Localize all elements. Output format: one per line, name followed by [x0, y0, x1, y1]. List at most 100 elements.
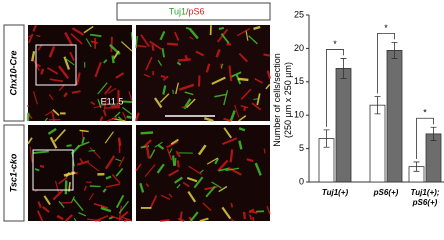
texture [123, 218, 130, 222]
texture [70, 196, 75, 204]
texture [90, 33, 102, 38]
texture [76, 160, 90, 166]
texture [161, 48, 165, 58]
texture [205, 185, 216, 198]
texture [242, 211, 247, 220]
texture [32, 91, 38, 105]
texture [160, 74, 166, 79]
texture [193, 176, 204, 189]
texture [144, 163, 156, 177]
texture [174, 31, 180, 41]
texture [149, 195, 158, 209]
header-green: Tuj1 [169, 6, 186, 16]
texture [197, 144, 207, 156]
texture [263, 53, 271, 57]
texture [149, 40, 162, 50]
texture [115, 158, 122, 162]
texture [249, 209, 258, 214]
texture [71, 90, 81, 94]
texture [218, 185, 228, 193]
texture [225, 167, 240, 172]
texture [89, 147, 101, 159]
texture [89, 185, 101, 188]
texture [265, 83, 271, 90]
texture [72, 197, 84, 212]
texture [156, 163, 165, 174]
texture [170, 138, 179, 145]
texture [251, 102, 262, 111]
texture [205, 63, 211, 73]
bar [386, 50, 403, 183]
texture [115, 72, 125, 79]
y-tick-label: 10 [294, 110, 304, 120]
texture [249, 214, 253, 221]
texture [36, 34, 41, 38]
error-bar [374, 96, 381, 115]
texture [83, 185, 87, 191]
texture [206, 157, 219, 165]
texture [37, 201, 42, 209]
texture [236, 27, 251, 37]
texture [187, 190, 197, 203]
texture [49, 136, 58, 149]
texture [246, 158, 254, 163]
canvas: Tuj1 /pS6 Chx10-Cre Tsc1-cko E11.5 Numbe… [3, 2, 444, 222]
texture [70, 33, 83, 45]
texture [160, 194, 171, 200]
y-tick-label: 5 [299, 143, 304, 153]
texture [54, 180, 60, 193]
texture [130, 32, 133, 40]
texture [105, 183, 120, 188]
row-label-box [3, 24, 25, 122]
row-label: Tsc1-cko [8, 153, 18, 192]
texture [41, 205, 50, 213]
texture [186, 98, 196, 109]
texture [87, 218, 102, 222]
texture [162, 85, 167, 95]
texture [182, 181, 190, 188]
texture [240, 88, 252, 100]
texture [69, 51, 75, 61]
texture [263, 148, 266, 154]
texture [88, 150, 96, 152]
texture [175, 82, 180, 95]
texture [126, 115, 132, 119]
texture [228, 65, 233, 82]
micrographs [26, 24, 272, 222]
error-bar [391, 41, 398, 59]
texture [159, 30, 166, 41]
texture [151, 44, 155, 51]
texture [254, 77, 264, 84]
texture [34, 168, 40, 172]
bar [369, 104, 386, 183]
texture [221, 206, 232, 220]
texture [176, 61, 182, 66]
texture [237, 77, 249, 82]
inset-box [35, 44, 77, 86]
texture [121, 216, 133, 222]
texture [115, 194, 125, 209]
texture [145, 145, 151, 159]
texture [178, 83, 195, 91]
texture [238, 52, 248, 63]
texture [218, 167, 229, 172]
texture [176, 160, 180, 168]
texture [90, 40, 98, 44]
texture [102, 109, 107, 117]
texture [103, 59, 108, 64]
texture [199, 169, 204, 174]
texture [118, 156, 125, 168]
texture [179, 211, 183, 222]
texture [110, 215, 124, 221]
texture [78, 211, 86, 217]
texture [230, 202, 234, 208]
texture [100, 206, 112, 213]
significance-mark: * [333, 39, 337, 49]
texture [145, 183, 150, 188]
significance-bracket [416, 117, 434, 159]
texture [184, 54, 188, 60]
texture [238, 140, 243, 150]
image [136, 125, 270, 221]
texture [79, 158, 84, 163]
texture [47, 67, 59, 75]
